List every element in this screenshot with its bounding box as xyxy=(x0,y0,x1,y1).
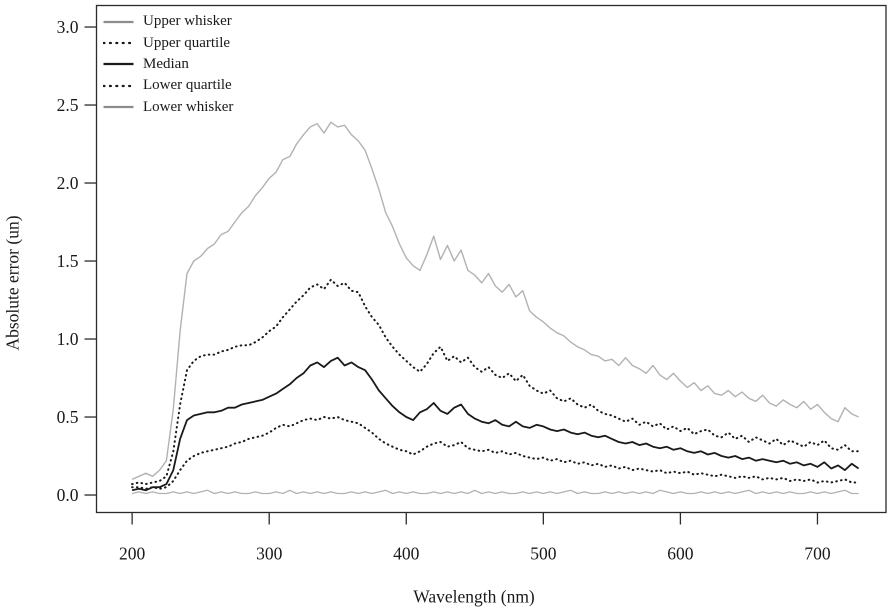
legend-key-dotted-line-icon xyxy=(103,83,134,89)
y-tick-label: 1.0 xyxy=(57,329,79,349)
y-tick-label: 2.0 xyxy=(57,173,79,193)
plot-frame xyxy=(95,4,887,514)
legend-key-line-icon xyxy=(103,61,134,67)
legend-key-line-icon xyxy=(103,19,134,25)
legend: Upper whisker Upper quartile Median Lowe… xyxy=(103,11,233,118)
legend-item-lower-whisker: Lower whisker xyxy=(103,97,233,118)
series-upper-quartile xyxy=(131,278,860,486)
y-tick-label: 2.5 xyxy=(57,95,79,115)
x-tick-label: 700 xyxy=(804,544,831,564)
y-tick-label: 0.5 xyxy=(57,407,79,427)
x-axis-title: Wavelength (nm) xyxy=(413,586,535,607)
legend-item-upper-whisker: Upper whisker xyxy=(103,11,233,32)
y-axis-title: Absolute error (un) xyxy=(2,215,23,351)
x-tick-label: 200 xyxy=(119,544,146,564)
legend-label: Lower quartile xyxy=(143,77,232,94)
series-median xyxy=(131,356,860,492)
legend-key-dotted-line-icon xyxy=(103,40,134,46)
legend-key-line-icon xyxy=(103,104,134,110)
y-tick-label: 1.5 xyxy=(57,251,79,271)
legend-item-upper-quartile: Upper quartile xyxy=(103,32,233,53)
series-lower-whisker xyxy=(131,489,859,495)
series-lower-quartile xyxy=(131,416,860,490)
x-tick-label: 400 xyxy=(393,544,420,564)
x-tick-label: 600 xyxy=(667,544,694,564)
legend-label: Median xyxy=(143,55,189,72)
legend-label: Lower whisker xyxy=(143,98,234,115)
legend-item-median: Median xyxy=(103,54,233,75)
series-upper-whisker xyxy=(131,121,859,481)
legend-item-lower-quartile: Lower quartile xyxy=(103,75,233,96)
legend-label: Upper quartile xyxy=(143,34,231,51)
y-tick-label: 3.0 xyxy=(57,17,79,37)
x-tick-label: 500 xyxy=(530,544,557,564)
y-tick-label: 0.0 xyxy=(57,485,79,505)
legend-label: Upper whisker xyxy=(143,13,232,30)
x-tick-label: 300 xyxy=(256,544,283,564)
